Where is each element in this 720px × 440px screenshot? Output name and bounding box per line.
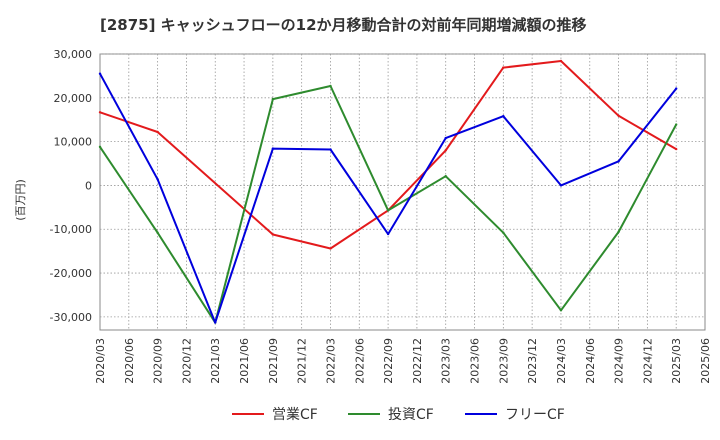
x-tick-label: 2021/03 (209, 338, 222, 384)
x-tick-label: 2023/03 (440, 338, 453, 384)
y-tick-label: 30,000 (54, 48, 93, 61)
data-point (386, 209, 390, 212)
x-tick-label: 2024/06 (584, 338, 597, 384)
y-tick-label: 10,000 (54, 136, 93, 149)
grid (100, 53, 705, 330)
y-tick-label: 20,000 (54, 92, 93, 105)
x-tick-label: 2022/12 (411, 338, 424, 384)
data-point (559, 309, 563, 312)
data-point (271, 233, 275, 236)
y-tick-label: 0 (85, 179, 92, 192)
x-tick-label: 2021/09 (267, 338, 280, 384)
data-point (271, 97, 275, 101)
y-tick-label: -30,000 (50, 311, 92, 324)
y-axis: 30,000 20,000 10,000 0 -10,000 -20,000 -30,000 (50, 48, 92, 324)
data-point (329, 148, 332, 151)
x-tick-label: 2020/12 (180, 338, 193, 384)
data-point (156, 130, 159, 134)
x-tick-label: 2022/06 (353, 338, 366, 384)
x-tick-label: 2021/12 (296, 338, 309, 384)
chart-title: [2875] キャッシュフローの12か月移動合計の対前年同期増減額の推移 (100, 16, 587, 34)
data-point (559, 59, 563, 63)
data-point (98, 72, 102, 75)
data-point (444, 149, 447, 152)
data-point (329, 84, 332, 88)
series-group (98, 59, 678, 324)
data-point (444, 175, 447, 178)
x-tick-label: 2024/03 (555, 338, 568, 384)
data-point (271, 147, 275, 150)
plot-area (99, 53, 706, 331)
data-point (674, 147, 678, 151)
series-line-0 (99, 60, 677, 250)
data-point (617, 114, 620, 117)
x-tick-label: 2022/09 (382, 338, 395, 384)
data-point (617, 160, 620, 163)
legend-label: フリーCF (505, 407, 565, 423)
x-tick-label: 2022/03 (324, 338, 337, 384)
y-tick-label: -10,000 (50, 223, 92, 236)
x-tick-label: 2025/03 (670, 338, 683, 384)
x-tick-label: 2021/06 (238, 338, 251, 384)
x-tick-label: 2020/09 (152, 338, 165, 384)
data-point (502, 115, 505, 118)
y-axis-label: (百万円) (14, 179, 27, 221)
data-point (98, 145, 102, 149)
x-tick-label: 2020/06 (123, 338, 136, 384)
data-point (156, 231, 159, 234)
data-point (386, 232, 390, 236)
data-point (214, 321, 217, 324)
data-point (156, 178, 159, 181)
data-point (502, 66, 505, 69)
x-tick-label: 2025/06 (699, 338, 712, 384)
x-tick-label: 2024/09 (613, 338, 626, 384)
data-point (444, 136, 447, 140)
x-tick-label: 2020/03 (94, 338, 107, 384)
data-point (674, 87, 678, 90)
data-point (329, 247, 332, 250)
x-tick-label: 2023/12 (526, 338, 539, 384)
legend-label: 営業CF (272, 407, 318, 423)
legend-label: 投資CF (388, 407, 434, 423)
x-tick-label: 2024/12 (641, 338, 654, 384)
data-point (502, 231, 505, 234)
x-tick-label: 2023/06 (469, 338, 482, 384)
data-point (98, 111, 102, 114)
legend: 営業CF 投資CF フリーCF (232, 407, 565, 423)
data-point (559, 184, 563, 187)
data-point (674, 123, 678, 126)
x-axis: 2020/03 2020/06 2020/09 2020/12 2021/03 2021/… (94, 338, 712, 384)
x-tick-label: 2023/09 (497, 338, 510, 384)
y-tick-label: -20,000 (50, 267, 92, 280)
data-point (617, 230, 620, 234)
